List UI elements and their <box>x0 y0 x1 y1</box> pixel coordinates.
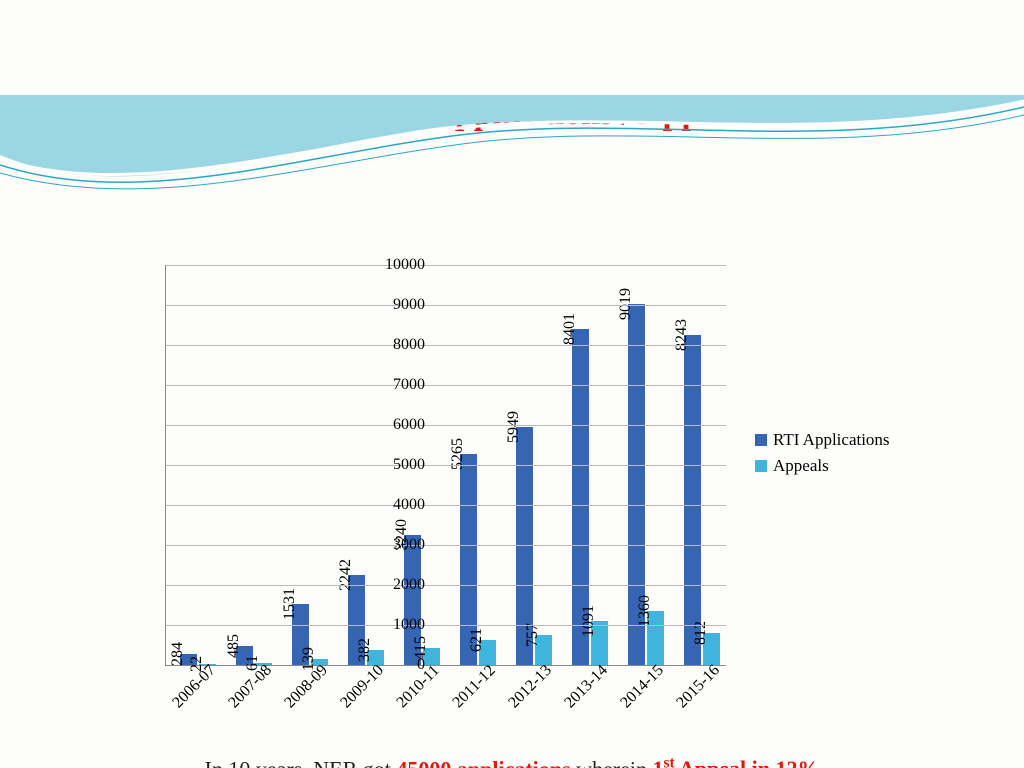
bar-value-label: 485 <box>225 634 245 658</box>
caption-pre: In 10 years, NER got <box>205 756 397 768</box>
x-tick-label: 2015-16 <box>673 662 723 712</box>
y-tick-label: 0 <box>365 656 425 674</box>
gridline <box>166 345 726 346</box>
bar-value-label: 1531 <box>281 588 301 620</box>
bar-appeals: 812 <box>703 633 720 665</box>
bar-value-label: 1360 <box>636 595 656 627</box>
legend-swatch <box>755 460 767 472</box>
gridline <box>166 545 726 546</box>
bar-value-label: 2242 <box>337 559 357 591</box>
y-tick-label: 8000 <box>365 336 425 354</box>
y-tick-label: 3000 <box>365 536 425 554</box>
caption-mid: wherein <box>576 756 652 768</box>
y-tick-label: 2000 <box>365 576 425 594</box>
gridline <box>166 265 726 266</box>
rti-chart: 284222006-07485612007-0815311392008-0922… <box>95 255 925 715</box>
legend-swatch <box>755 434 767 446</box>
gridline <box>166 585 726 586</box>
y-tick-label: 6000 <box>365 416 425 434</box>
y-tick-label: 5000 <box>365 456 425 474</box>
bar-value-label: 757 <box>524 623 544 647</box>
bar-appeals: 757 <box>535 635 552 665</box>
y-tick-label: 10000 <box>365 256 425 274</box>
gridline <box>166 305 726 306</box>
legend-item: Appeals <box>755 456 890 476</box>
legend: RTI Applications Appeals <box>755 430 890 482</box>
bar-value-label: 1091 <box>580 605 600 637</box>
plot-area: 284222006-07485612007-0815311392008-0922… <box>165 265 726 666</box>
bar-appeals: 1091 <box>591 621 608 665</box>
bar-appeals: 1360 <box>647 611 664 665</box>
gridline <box>166 465 726 466</box>
legend-label: Appeals <box>773 456 829 476</box>
legend-item: RTI Applications <box>755 430 890 450</box>
gridline <box>166 505 726 506</box>
x-tick-label: 2012-13 <box>505 662 555 712</box>
gridline <box>166 625 726 626</box>
y-tick-label: 1000 <box>365 616 425 634</box>
bar-value-label: 284 <box>169 642 189 666</box>
caption: In 10 years, NER got 45000 applications … <box>0 755 1024 768</box>
y-tick-label: 4000 <box>365 496 425 514</box>
gridline <box>166 385 726 386</box>
x-tick-label: 2013-14 <box>561 662 611 712</box>
y-tick-label: 9000 <box>365 296 425 314</box>
caption-highlight-1: 45000 applications <box>396 756 576 768</box>
slide-title: No. of RTI Applications / Appeals <box>0 95 1024 133</box>
bar-value-label: 5949 <box>505 411 525 443</box>
x-tick-label: 2014-15 <box>617 662 667 712</box>
caption-highlight-2: 1st Appeal in 12% <box>652 756 819 768</box>
bar-value-label: 621 <box>468 628 488 652</box>
bar-value-label: 8243 <box>673 319 693 351</box>
x-tick-label: 2011-12 <box>449 662 499 712</box>
y-tick-label: 7000 <box>365 376 425 394</box>
bar-appeals: 621 <box>479 640 496 665</box>
legend-label: RTI Applications <box>773 430 890 450</box>
bar-value-label: 8401 <box>561 313 581 345</box>
gridline <box>166 425 726 426</box>
